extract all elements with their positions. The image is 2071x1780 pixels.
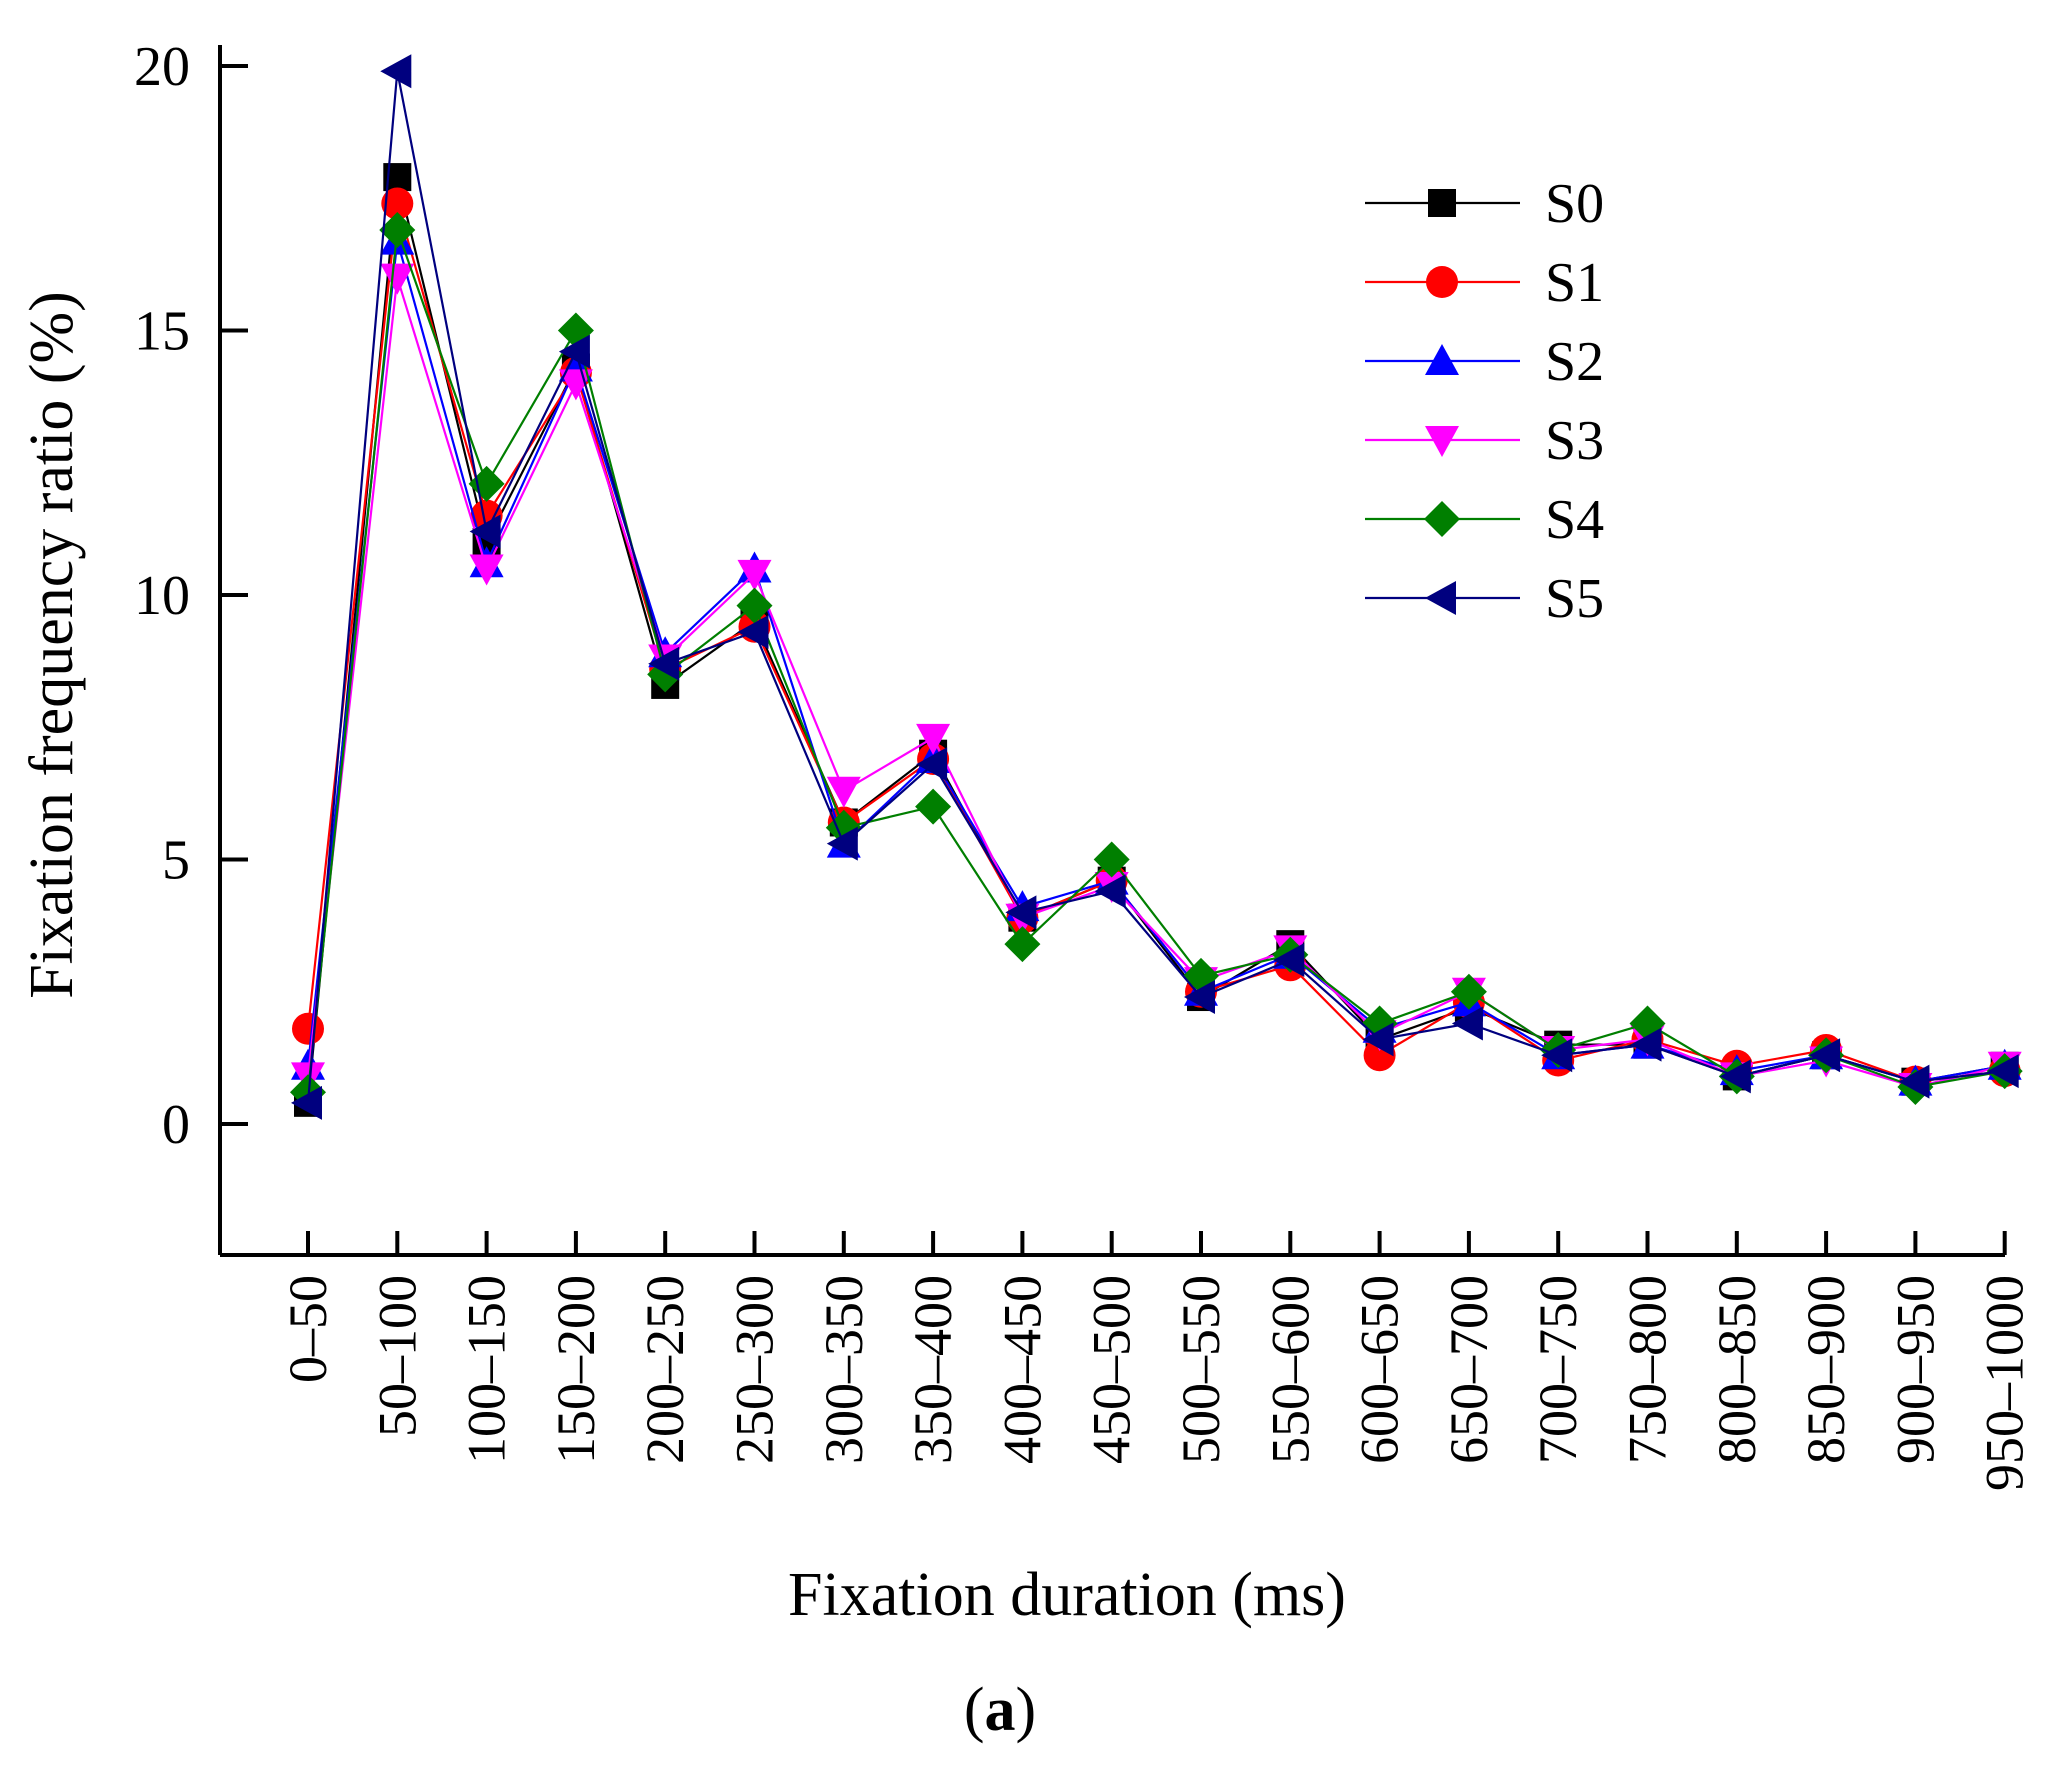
data-point-s5	[1987, 1054, 2019, 1089]
data-point-s5	[826, 826, 858, 861]
y-tick-label: 0	[162, 1094, 190, 1156]
y-tick-label: 20	[134, 36, 190, 98]
data-point-s5	[558, 334, 590, 369]
x-tick-label: 300–350	[814, 1275, 874, 1464]
series-line-s1	[306, 203, 2005, 1083]
series-layer	[290, 54, 2023, 1120]
legend-marker	[1428, 189, 1456, 217]
y-tick-label: 5	[162, 830, 190, 892]
data-point-s5	[1005, 895, 1037, 930]
series-s0	[294, 163, 2019, 1117]
series-s3	[291, 263, 2022, 1104]
data-point-s4	[468, 465, 505, 502]
legend-item-s1: S1	[1365, 252, 1604, 314]
data-point-s4	[736, 587, 773, 624]
x-tick-label: 350–400	[903, 1275, 963, 1464]
axes: 0 5 10 15 20 0–50 50–100 100–150 150–200 200–250 2…	[134, 36, 2035, 1491]
data-point-s4	[1450, 973, 1487, 1010]
legend-marker	[1424, 501, 1460, 537]
data-point-s4	[915, 788, 952, 825]
data-point-s5	[1541, 1038, 1573, 1073]
series-line-s0	[306, 176, 2005, 1103]
legend-marker	[1425, 426, 1459, 457]
legend-item-s4: S4	[1365, 489, 1604, 551]
data-point-s3	[737, 559, 772, 591]
x-tick-label: 900–950	[1885, 1275, 1945, 1464]
y-tick-label: 15	[134, 301, 190, 363]
legend-marker	[1426, 266, 1458, 298]
series-s2	[291, 223, 2022, 1096]
data-point-s5	[1898, 1064, 1930, 1099]
legend-label: S0	[1545, 173, 1604, 235]
x-tick-label: 550–600	[1260, 1275, 1320, 1464]
data-point-s5	[1719, 1059, 1751, 1094]
x-tick-label: 600–650	[1350, 1275, 1410, 1464]
x-tick-label: 800–850	[1707, 1275, 1767, 1464]
data-point-s1	[381, 187, 414, 220]
x-tick-label: 750–800	[1618, 1275, 1678, 1464]
x-tick-label: 400–450	[992, 1275, 1052, 1464]
data-point-s5	[1184, 980, 1215, 1015]
data-point-s5	[1362, 1022, 1394, 1057]
x-axis-title: Fixation duration (ms)	[788, 1561, 1346, 1629]
legend-item-s3: S3	[1365, 410, 1604, 472]
x-tick-label: 50–100	[367, 1275, 427, 1437]
data-point-s3	[916, 723, 951, 755]
data-point-s5	[469, 514, 501, 549]
legend: S0 S1 S2 S3 S4 S5	[1365, 173, 1604, 630]
series-line-s5	[306, 71, 2005, 1103]
data-point-s5	[1094, 874, 1126, 909]
x-tick-label: 950–1000	[1975, 1275, 2035, 1491]
legend-label: S1	[1545, 252, 1604, 314]
x-tick-label: 450–500	[1082, 1275, 1142, 1464]
y-axis-title: Fixation frequency ratio (%)	[18, 291, 86, 999]
data-point-s4	[1093, 841, 1130, 878]
data-point-s5	[380, 54, 412, 89]
x-tick-label: 0–50	[278, 1275, 338, 1383]
legend-marker	[1425, 581, 1456, 615]
x-tick-label: 100–150	[457, 1275, 517, 1464]
x-tick-label: 250–300	[725, 1275, 785, 1464]
legend-label: S2	[1545, 331, 1604, 393]
data-point-s5	[1273, 943, 1305, 978]
caption-open: (	[964, 1676, 985, 1744]
data-point-s3	[469, 554, 504, 586]
data-point-s5	[648, 646, 680, 681]
legend-marker	[1425, 344, 1459, 375]
legend-item-s5: S5	[1365, 568, 1604, 630]
data-point-s3	[558, 369, 593, 401]
legend-item-s2: S2	[1365, 331, 1604, 393]
series-s4	[290, 211, 2023, 1111]
x-tick-label: 850–900	[1796, 1275, 1856, 1464]
x-tick-label: 700–750	[1528, 1275, 1588, 1464]
data-point-s5	[737, 615, 769, 650]
data-point-s4	[1004, 926, 1041, 963]
x-tick-label: 150–200	[546, 1275, 606, 1464]
data-point-s3	[380, 263, 415, 295]
data-point-s5	[1451, 1006, 1483, 1041]
data-point-s5	[916, 747, 948, 782]
data-point-s1	[292, 1012, 324, 1045]
caption-letter: a	[985, 1676, 1016, 1744]
legend-label: S5	[1545, 568, 1604, 630]
series-line-s4	[306, 229, 2005, 1093]
data-point-s3	[826, 776, 861, 808]
data-point-s5	[1809, 1038, 1841, 1073]
series-s1	[292, 187, 2021, 1098]
data-point-s4	[379, 211, 416, 248]
y-tick-label: 10	[134, 565, 190, 627]
series-s5	[291, 54, 2019, 1120]
legend-label: S4	[1545, 489, 1604, 551]
legend-item-s0: S0	[1365, 173, 1604, 235]
caption-close: )	[1016, 1676, 1037, 1744]
data-point-s5	[291, 1085, 322, 1120]
figure-caption: (a)	[964, 1676, 1036, 1744]
x-tick-label: 200–250	[635, 1275, 695, 1464]
data-point-s5	[1630, 1027, 1662, 1062]
legend-label: S3	[1545, 410, 1604, 472]
x-tick-label: 650–700	[1439, 1275, 1499, 1464]
x-tick-label: 500–550	[1171, 1275, 1231, 1464]
